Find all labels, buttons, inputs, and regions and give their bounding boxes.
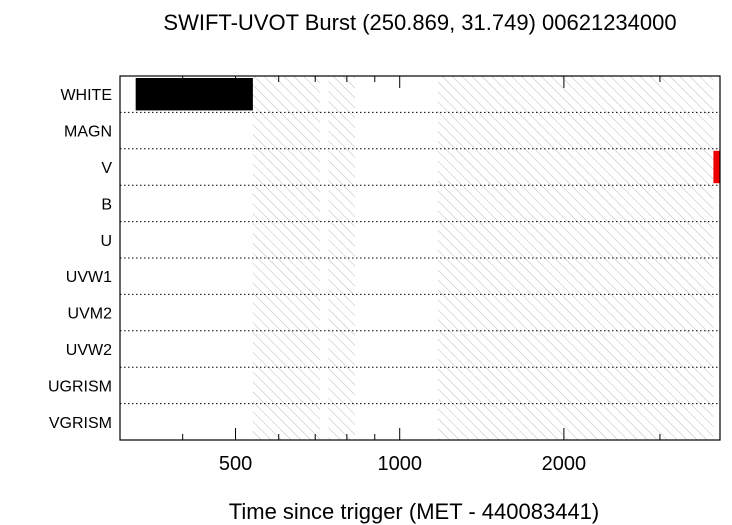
x-tick-label-500: 500	[219, 453, 252, 475]
hatched-interval-2	[437, 76, 714, 440]
filter-label-uvm2: UVM2	[68, 306, 113, 323]
hatched-interval-0	[252, 76, 321, 440]
filter-label-u: U	[100, 233, 112, 250]
plot-area: WHITE MAGN V B U UVW1 UVM2 UVW2 UGRISM VGRISM 500 1…	[48, 75, 721, 475]
filter-label-vgrism: VGRISM	[49, 415, 112, 432]
x-tick-label-1000: 1000	[377, 453, 422, 475]
filter-label-white: WHITE	[60, 87, 112, 104]
filter-label-ugrism: UGRISM	[48, 378, 112, 395]
plot-frame	[119, 75, 721, 441]
filter-label-v: V	[101, 160, 112, 177]
exposure-white	[135, 78, 253, 111]
filter-label-uvw1: UVW1	[66, 269, 112, 286]
filter-label-magn: MAGN	[64, 124, 112, 141]
x-tick-label-2000: 2000	[542, 453, 587, 475]
filter-label-b: B	[101, 196, 112, 213]
exposure-v	[713, 150, 720, 184]
chart-title: SWIFT-UVOT Burst (250.869, 31.749) 00621…	[163, 10, 676, 35]
filter-label-uvw2: UVW2	[66, 342, 112, 359]
x-axis-label: Time since trigger (MET - 440083441)	[229, 499, 600, 524]
